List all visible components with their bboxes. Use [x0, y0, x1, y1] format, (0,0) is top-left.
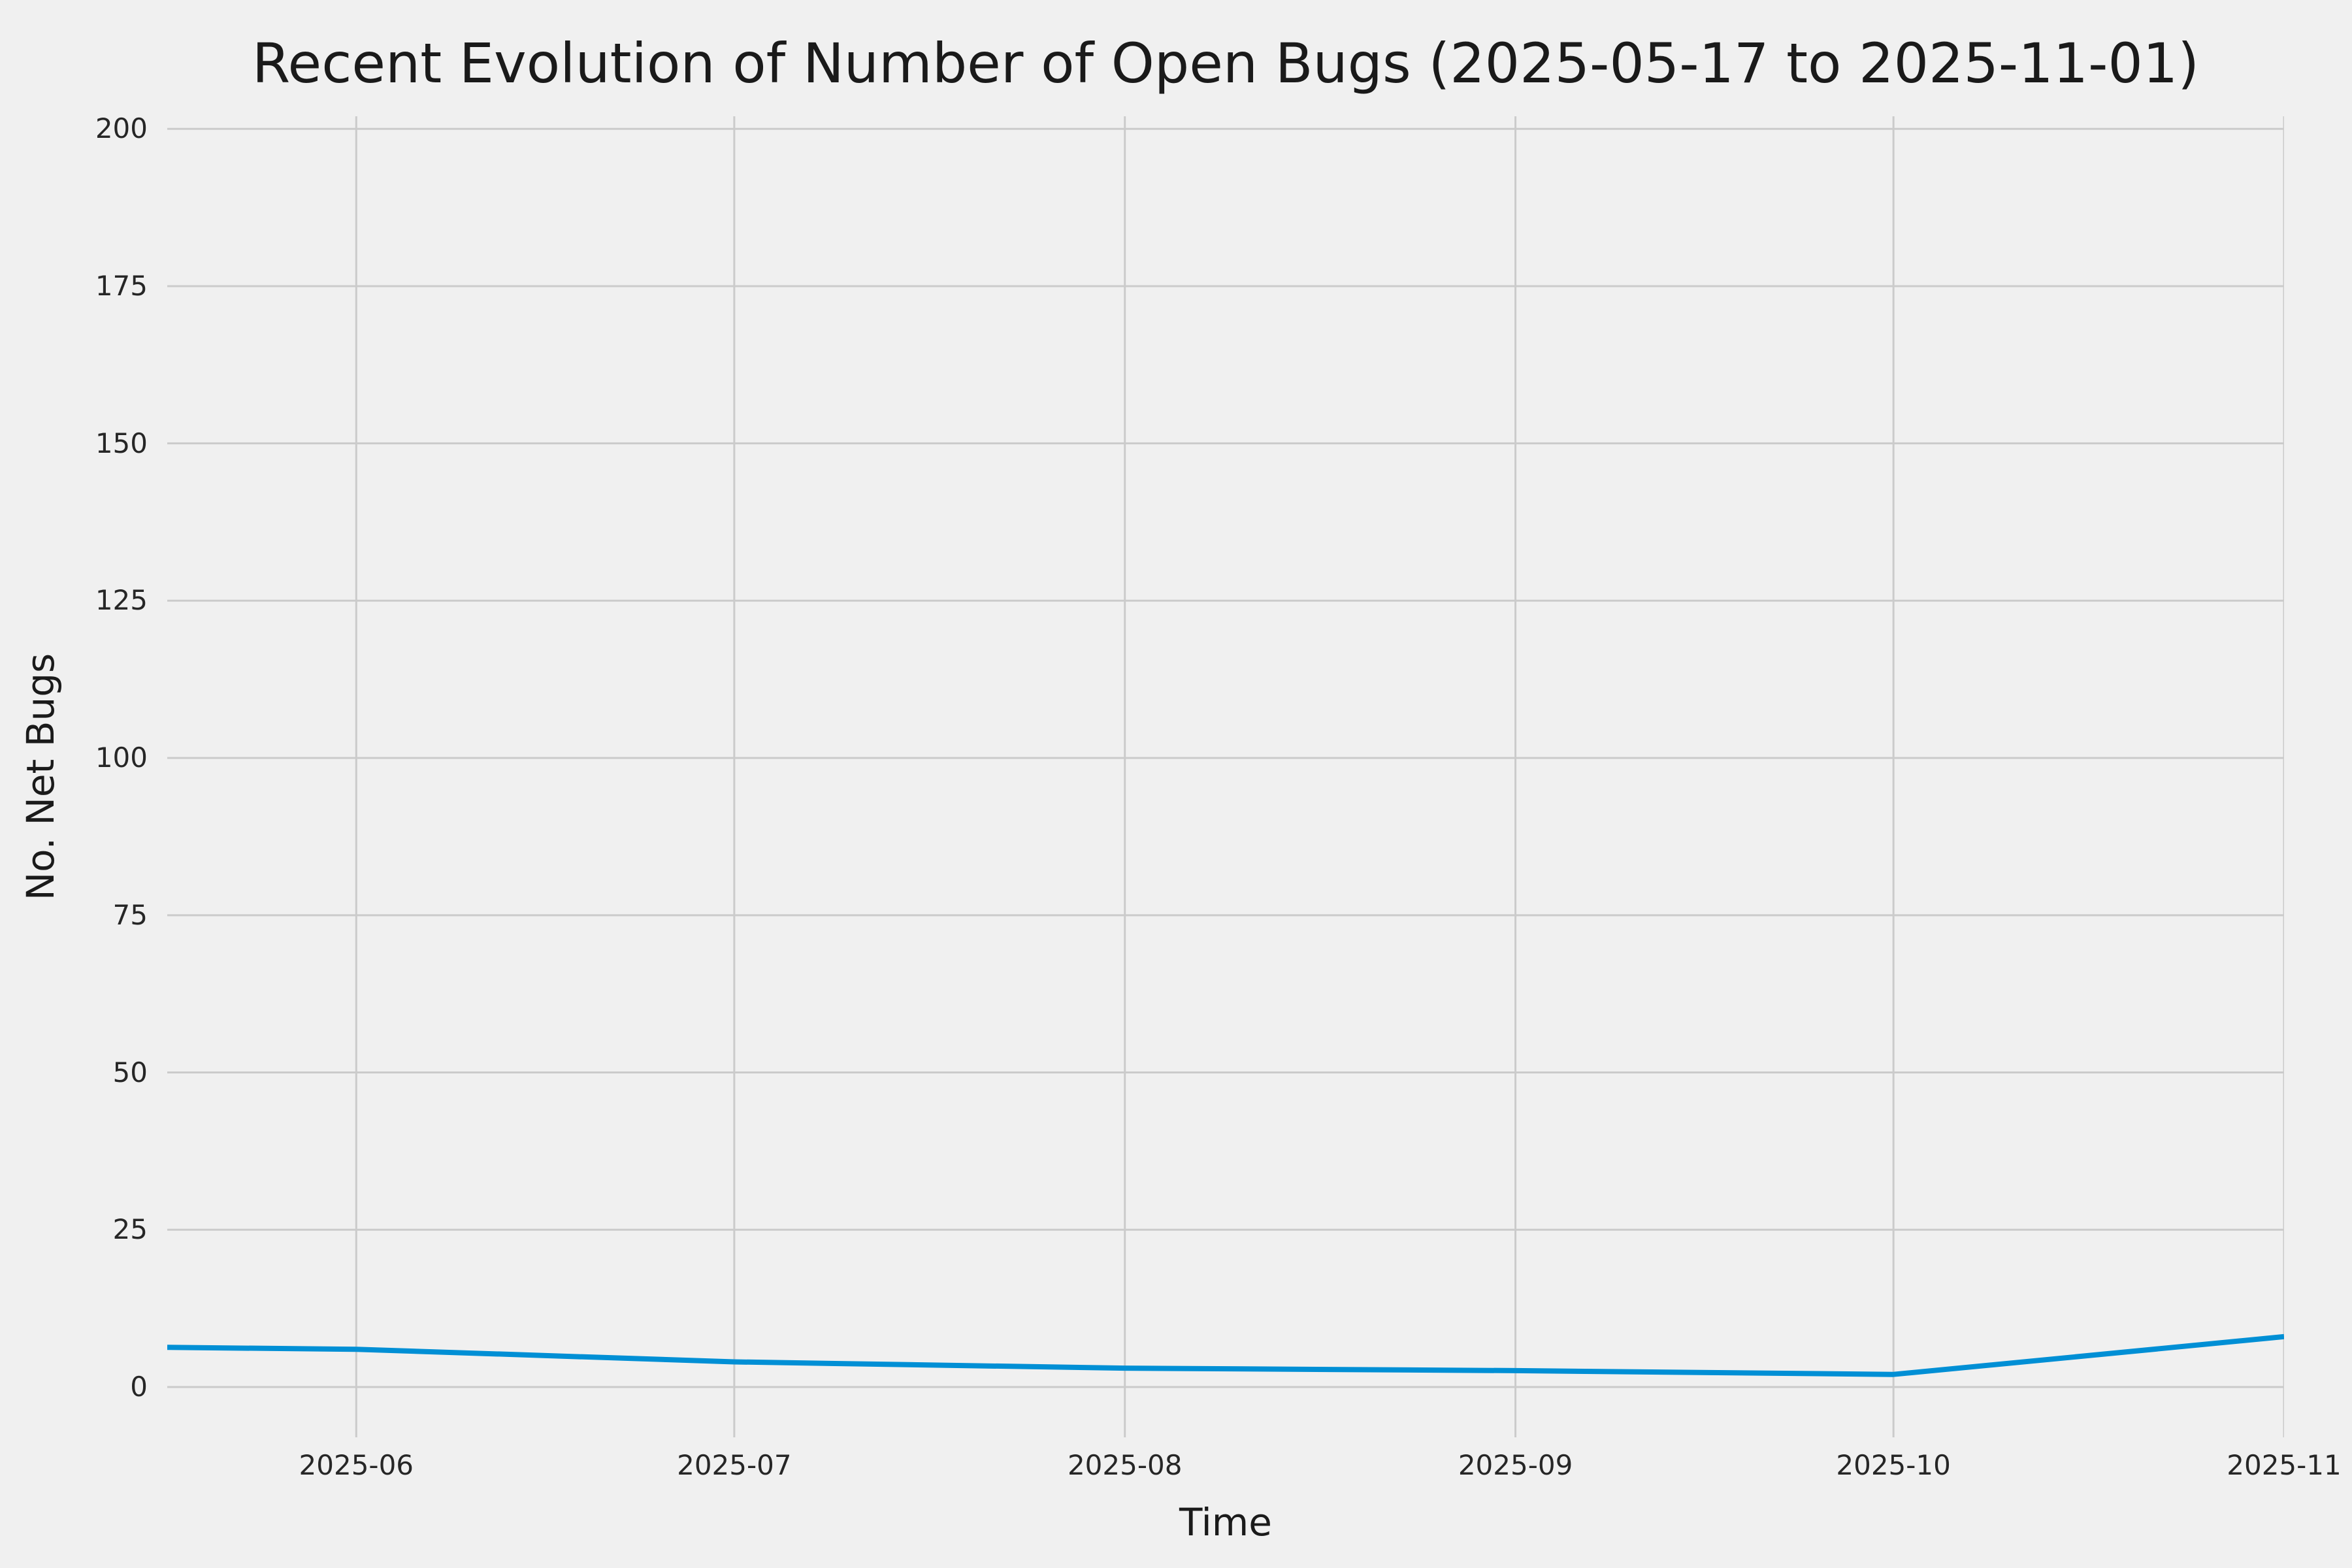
plot-area [167, 116, 2284, 1437]
series-line-open-bugs [167, 1333, 2284, 1377]
chart-title: Recent Evolution of Number of Open Bugs … [252, 31, 2200, 95]
x-axis-label: Time [1179, 1500, 1272, 1544]
line-chart-svg [167, 116, 2284, 1437]
y-tick-label: 150 [95, 427, 148, 459]
y-tick-label: 50 [112, 1056, 148, 1088]
x-tick-label: 2025-11 [2227, 1449, 2342, 1481]
y-tick-label: 25 [112, 1213, 148, 1246]
x-tick-label: 2025-06 [299, 1449, 414, 1481]
y-tick-label: 200 [95, 112, 148, 145]
y-tick-label: 0 [130, 1370, 148, 1403]
y-axis-label: No. Net Bugs [18, 653, 63, 901]
y-tick-label: 100 [95, 742, 148, 774]
x-tick-label: 2025-10 [1836, 1449, 1951, 1481]
y-tick-label: 125 [95, 584, 148, 617]
x-tick-label: 2025-08 [1067, 1449, 1183, 1481]
y-tick-label: 75 [112, 898, 148, 931]
x-tick-label: 2025-09 [1458, 1449, 1573, 1481]
x-tick-label: 2025-07 [677, 1449, 792, 1481]
y-tick-label: 175 [95, 269, 148, 302]
